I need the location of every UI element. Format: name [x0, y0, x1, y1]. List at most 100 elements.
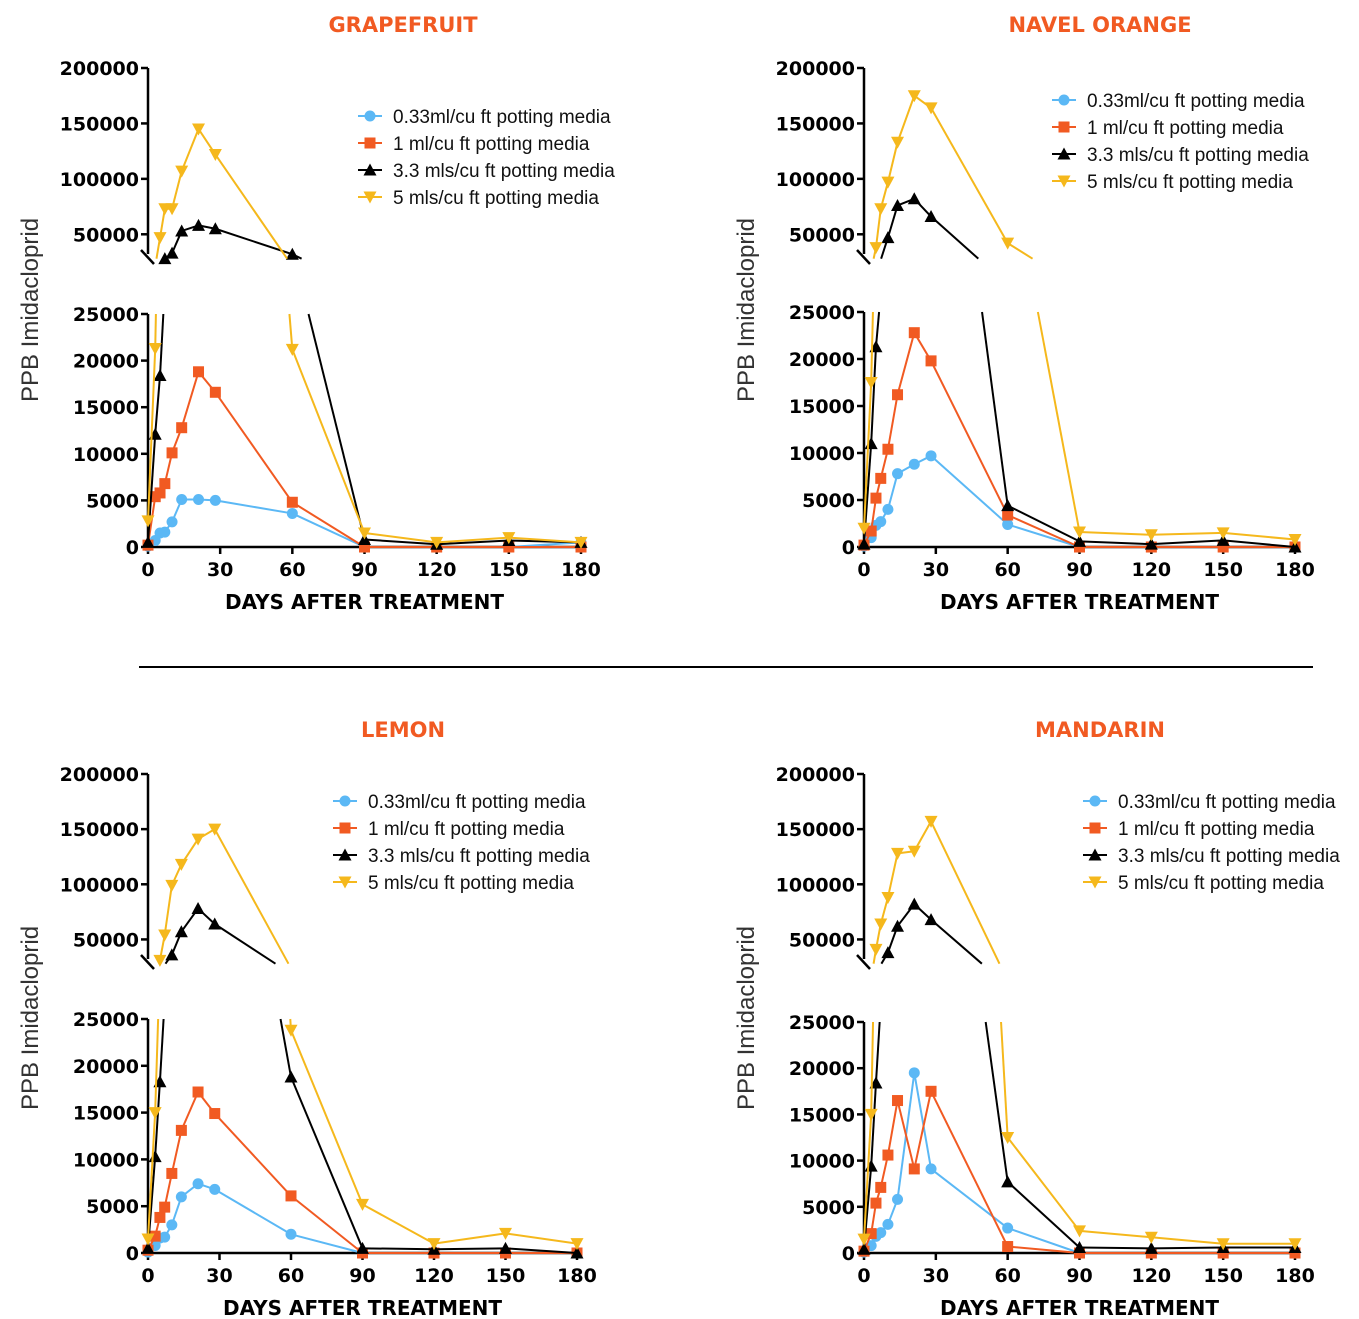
- data-point: [875, 516, 886, 527]
- series-line-segment: [931, 920, 982, 964]
- data-point: [882, 1219, 893, 1230]
- data-point: [153, 955, 166, 967]
- data-point: [159, 1232, 170, 1243]
- series-line-segment: [888, 395, 898, 450]
- y-tick-label: 15000: [73, 1103, 139, 1125]
- x-tick-label: 150: [489, 559, 529, 581]
- x-tick-label: 120: [417, 559, 457, 581]
- data-point: [882, 504, 893, 515]
- legend-marker: [340, 823, 351, 834]
- data-point: [865, 1160, 878, 1172]
- legend: 0.33ml/cu ft potting media1 ml/cu ft pot…: [333, 792, 590, 894]
- data-point: [193, 494, 204, 505]
- data-point: [149, 1150, 162, 1162]
- series-line-segment: [215, 500, 292, 513]
- y-tick-label: 0: [842, 1243, 855, 1265]
- data-point: [875, 1227, 886, 1238]
- x-tick-label: 60: [994, 1265, 1020, 1287]
- data-point: [192, 902, 205, 914]
- data-point: [870, 1198, 881, 1209]
- series-line-segment: [931, 217, 978, 259]
- data-point: [870, 493, 881, 504]
- data-point: [865, 437, 878, 449]
- data-point: [285, 1071, 298, 1083]
- data-point: [892, 468, 903, 479]
- series-line-segment: [898, 96, 915, 143]
- data-point: [892, 1095, 903, 1106]
- data-point: [925, 102, 938, 114]
- data-point: [149, 343, 162, 355]
- series-line-segment: [172, 171, 182, 209]
- data-point: [891, 137, 904, 149]
- x-tick-label: 180: [1275, 559, 1315, 581]
- y-tick-label: 25000: [73, 1009, 139, 1031]
- y-tick-label: 25000: [789, 302, 855, 324]
- series-line-segment: [160, 1019, 164, 1082]
- series-line-segment: [434, 1248, 506, 1249]
- series-line-segment: [434, 1233, 506, 1243]
- x-tick-label: 180: [1275, 1265, 1315, 1287]
- data-point: [869, 242, 882, 254]
- series-line-segment: [182, 129, 199, 171]
- data-point: [908, 90, 921, 102]
- data-point: [869, 944, 882, 956]
- y-tick-label: 50000: [73, 224, 139, 246]
- legend-label: 3.3 mls/cu ft potting media: [368, 846, 590, 867]
- data-point: [882, 1150, 893, 1161]
- series-line-segment: [1080, 1231, 1152, 1237]
- data-point: [881, 177, 894, 189]
- chart-panel-4: MANDARIN 0 5000 10000 15000 20000 25000 50000 10…: [733, 718, 1340, 1319]
- y-tick-label: 100000: [776, 169, 855, 191]
- x-tick-label: 0: [857, 559, 870, 581]
- series-line-segment: [1080, 541, 1152, 544]
- series-line-segment: [292, 502, 364, 547]
- x-tick-label: 0: [857, 1265, 870, 1287]
- x-tick-label: 60: [278, 1265, 304, 1287]
- series-line-segment: [155, 376, 160, 435]
- x-tick-label: 90: [1066, 559, 1092, 581]
- x-tick-label: 120: [414, 1265, 454, 1287]
- x-tick-label: 30: [207, 559, 233, 581]
- series-line-segment: [871, 1022, 873, 1114]
- data-point: [1002, 1241, 1013, 1252]
- series-line-segment: [931, 361, 1008, 515]
- data-point: [193, 1178, 204, 1189]
- series-line-segment: [871, 312, 873, 383]
- x-tick-label: 90: [351, 559, 377, 581]
- chart-panel-1: GRAPEFRUIT 0 5000 10000 15000 20000 25000 50000…: [17, 13, 615, 614]
- data-point: [874, 918, 887, 930]
- series-line-segment: [931, 1091, 1008, 1246]
- data-point: [149, 1107, 162, 1119]
- x-tick-label: 90: [1066, 1265, 1092, 1287]
- data-point: [192, 219, 205, 231]
- data-point: [166, 1168, 177, 1179]
- y-tick-label: 150000: [60, 113, 139, 135]
- data-point: [176, 494, 187, 505]
- series-line-segment: [506, 1233, 578, 1243]
- data-point: [909, 327, 920, 338]
- data-point: [210, 387, 221, 398]
- series-line-segment: [1151, 1237, 1223, 1243]
- series-line-segment: [309, 314, 365, 540]
- data-point: [167, 516, 178, 527]
- series-line-segment: [291, 1077, 363, 1248]
- y-tick-label: 200000: [60, 764, 139, 786]
- x-axis-label: DAYS AFTER TREATMENT: [940, 1296, 1219, 1319]
- series-line-segment: [931, 821, 999, 963]
- y-tick-label: 50000: [789, 224, 855, 246]
- legend: 0.33ml/cu ft potting media1 ml/cu ft pot…: [1052, 91, 1309, 193]
- data-point: [166, 247, 179, 259]
- data-point: [874, 203, 887, 215]
- series-line-segment: [888, 142, 898, 182]
- series-line-segment: [1001, 1022, 1008, 1138]
- x-tick-label: 150: [1203, 559, 1243, 581]
- y-tick-label: 10000: [789, 443, 855, 465]
- x-tick-label: 180: [557, 1265, 597, 1287]
- series-line-segment: [291, 1030, 363, 1204]
- data-point: [908, 898, 921, 910]
- series-line-segment: [888, 853, 898, 897]
- data-point: [192, 834, 205, 846]
- x-axis-label: DAYS AFTER TREATMENT: [225, 590, 504, 614]
- data-point: [159, 527, 170, 538]
